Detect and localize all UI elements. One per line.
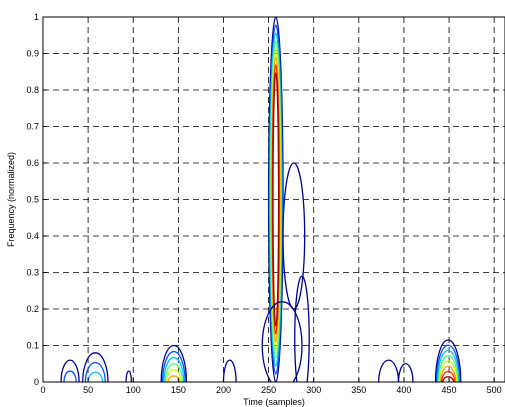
- contour-side-lobe-3-level-0: [261, 301, 303, 382]
- contour-atom-4-level-0: [160, 344, 188, 382]
- x-tick-label: 200: [216, 385, 231, 395]
- y-tick-label: 0.6: [26, 158, 39, 168]
- contour-lines: [60, 17, 462, 382]
- contour-impulse-0-level-7: [272, 72, 280, 327]
- x-tick-label: 300: [306, 385, 321, 395]
- x-tick-label: 400: [396, 385, 411, 395]
- contour-atom-8-level-0: [378, 359, 400, 382]
- contour-atom-5-level-3: [437, 355, 459, 382]
- contour-atom-4-level-1: [161, 350, 186, 382]
- contour-group: [60, 17, 462, 382]
- x-tick-label: 100: [126, 385, 141, 395]
- x-tick-label: 50: [83, 385, 93, 395]
- contour-atom-10-level-0: [222, 359, 237, 382]
- x-tick-label: 0: [40, 385, 45, 395]
- y-tick-label: 0.4: [26, 231, 39, 241]
- y-tick-label: 0.3: [26, 268, 39, 278]
- contour-atom-5-level-4: [438, 360, 458, 382]
- contour-atom-7-level-0: [60, 359, 80, 382]
- contour-atom-5-level-6: [441, 370, 456, 382]
- x-axis-ticks: 0 50 100 150 200 250 300 350 400 450 500: [40, 378, 502, 395]
- y-tick-label: 0.8: [26, 85, 39, 95]
- contour-atom-5-level-1: [435, 344, 461, 382]
- y-tick-label: 0: [34, 377, 39, 387]
- y-tick-label: 0.1: [26, 341, 39, 351]
- x-tick-label: 450: [442, 385, 457, 395]
- x-tick-label: 150: [171, 385, 186, 395]
- y-tick-label: 0.7: [26, 122, 39, 132]
- contour-side-lobe-2-level-0: [294, 275, 310, 382]
- x-tick-label: 250: [261, 385, 276, 395]
- y-tick-label: 0.9: [26, 49, 39, 59]
- x-tick-label: 500: [487, 385, 502, 395]
- y-tick-label: 0.2: [26, 304, 39, 314]
- x-tick-label: 350: [351, 385, 366, 395]
- contour-atom-4-level-3: [164, 363, 184, 382]
- y-axis-ticks: 0 0.1 0.2 0.3 0.4 0.5 0.6 0.7 0.8 0.9 1: [26, 12, 47, 387]
- contour-atom-9-level-0: [397, 363, 414, 382]
- y-axis-label: Frequency (normalized): [6, 152, 16, 247]
- y-tick-label: 0.5: [26, 195, 39, 205]
- contour-atom-4-level-4: [166, 369, 182, 382]
- x-axis-label: Time (samples): [243, 397, 305, 407]
- y-tick-label: 1: [34, 12, 39, 22]
